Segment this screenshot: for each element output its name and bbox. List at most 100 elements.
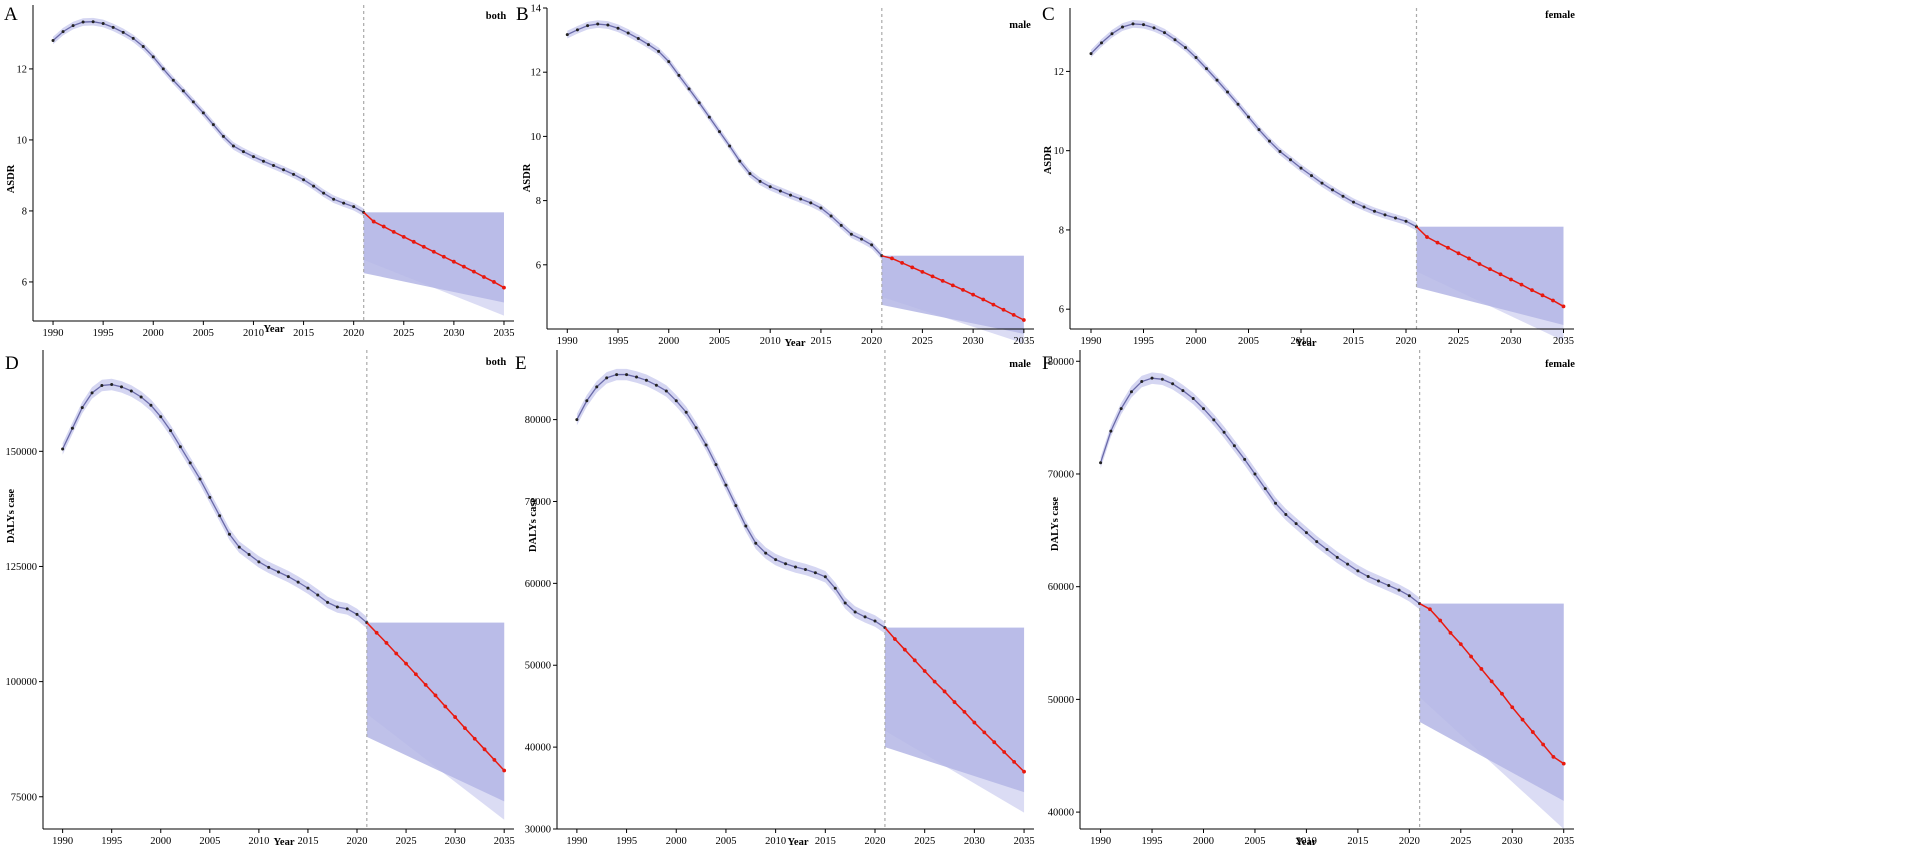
- panel-letter: B: [516, 4, 529, 25]
- observed-point: [1109, 429, 1113, 433]
- forecast-point: [1530, 288, 1534, 293]
- observed-point: [257, 560, 261, 564]
- x-tick-label: 2000: [1193, 836, 1214, 847]
- forecast-point: [930, 274, 935, 279]
- observed-point: [1268, 139, 1271, 143]
- observed-point: [1253, 472, 1257, 476]
- panel-letter: C: [1042, 4, 1055, 25]
- observed-point: [863, 615, 867, 619]
- forecast-point: [394, 651, 399, 656]
- observed-point: [181, 89, 185, 93]
- forecast-point: [1022, 769, 1026, 774]
- x-tick-label: 2005: [1244, 836, 1265, 847]
- observed-point: [1099, 461, 1103, 465]
- x-tick-label: 2000: [666, 836, 687, 847]
- observed-point: [565, 33, 569, 37]
- x-tick-label: 2025: [1448, 336, 1469, 347]
- observed-point: [1163, 31, 1166, 35]
- observed-point: [1212, 418, 1216, 422]
- panel-b: 1990 1995 2000 2005 2010 2015 2020 2025 2030 2035…: [510, 0, 1045, 350]
- forecast-point: [441, 254, 446, 259]
- observed-point: [644, 378, 648, 382]
- x-tick-label: 2025: [914, 836, 935, 847]
- observed-point: [1222, 430, 1226, 434]
- x-tick-label: 2035: [494, 836, 515, 847]
- x-tick-label: 2020: [1396, 336, 1417, 347]
- forecast-point: [952, 700, 957, 704]
- observed-point: [261, 159, 265, 163]
- x-tick-label: 2035: [493, 328, 514, 339]
- observed-point: [191, 100, 195, 104]
- y-tick-label: 80000: [525, 415, 551, 426]
- observed-point: [778, 189, 782, 193]
- panel-e: 1990 1995 2000 2005 2010 2015 2020 2025 2030 2035…: [510, 345, 1045, 849]
- observed-point: [799, 197, 803, 201]
- observed-point: [169, 429, 173, 433]
- observed-point: [1404, 219, 1408, 223]
- forecast-point: [950, 283, 955, 288]
- observed-point: [585, 399, 589, 403]
- forecast-point: [1477, 262, 1482, 266]
- forecast-band-inner: [1419, 603, 1564, 801]
- forecast-point: [461, 264, 466, 269]
- x-tick-label: 2035: [1013, 336, 1034, 347]
- observed-band: [1091, 19, 1417, 231]
- observed-point: [764, 551, 768, 555]
- y-axis-title: ASDR: [1043, 145, 1054, 174]
- x-tick-label: 2010: [1296, 836, 1317, 847]
- observed-point: [1274, 501, 1278, 505]
- observed-point: [1335, 555, 1339, 559]
- x-tick-label: 2010: [760, 336, 781, 347]
- forecast-point: [1530, 730, 1535, 734]
- observed-point: [1205, 67, 1208, 71]
- forecast-point: [902, 647, 907, 652]
- y-tick-label: 6: [1059, 305, 1064, 316]
- observed-point: [1310, 174, 1313, 178]
- observed-point: [342, 201, 346, 205]
- forecast-point: [391, 229, 396, 234]
- observed-point: [1407, 594, 1411, 598]
- observed-point: [1226, 90, 1229, 94]
- group-label: female: [1545, 10, 1575, 21]
- forecast-point: [502, 285, 506, 290]
- observed-point: [1294, 522, 1298, 526]
- observed-point: [151, 55, 155, 59]
- y-tick-label: 150000: [6, 447, 38, 458]
- y-tick-label: 50000: [1048, 695, 1074, 706]
- observed-point: [724, 483, 728, 487]
- observed-point: [332, 197, 336, 201]
- forecast-point: [404, 661, 408, 666]
- observed-point: [149, 403, 153, 407]
- observed-point: [789, 193, 792, 197]
- group-label: male: [1009, 20, 1031, 31]
- group-label: both: [486, 11, 507, 22]
- forecast-point: [932, 679, 937, 684]
- observed-point: [853, 610, 857, 614]
- y-tick-label: 80000: [1048, 357, 1074, 368]
- forecast-point: [472, 269, 476, 274]
- observed-point: [1346, 562, 1350, 566]
- x-tick-label: 2005: [199, 836, 220, 847]
- x-axis-title: Year: [264, 324, 285, 335]
- observed-point: [1394, 216, 1397, 220]
- observed-point: [1100, 41, 1103, 45]
- forecast-point: [1435, 240, 1440, 245]
- x-tick-label: 2010: [765, 836, 786, 847]
- x-tick-label: 2025: [912, 336, 933, 347]
- x-tick-label: 1990: [43, 328, 64, 339]
- observed-point: [1152, 26, 1156, 30]
- observed-point: [1236, 102, 1240, 106]
- x-tick-label: 1990: [557, 336, 578, 347]
- x-tick-label: 1995: [101, 836, 122, 847]
- observed-point: [1142, 23, 1145, 27]
- observed-point: [870, 243, 874, 247]
- x-tick-label: 2035: [1014, 836, 1035, 847]
- observed-point: [684, 410, 688, 414]
- x-tick-label: 1995: [616, 836, 637, 847]
- observed-point: [161, 67, 165, 71]
- x-tick-label: 2020: [861, 336, 882, 347]
- y-tick-label: 40000: [1048, 808, 1074, 819]
- x-tick-label: 2020: [1399, 836, 1420, 847]
- observed-point: [1376, 579, 1380, 583]
- forecast-point: [1446, 245, 1450, 250]
